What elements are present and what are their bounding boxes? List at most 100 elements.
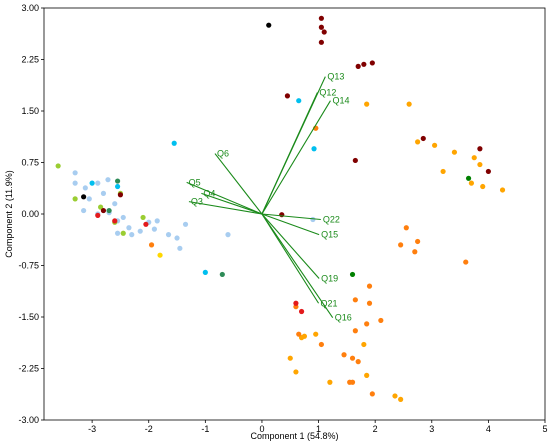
data-point (485, 168, 491, 175)
loading-label: Q13 (327, 72, 344, 82)
x-tick-label: 1 (316, 424, 321, 434)
data-point (55, 163, 61, 169)
data-point (321, 29, 327, 35)
data-point (137, 228, 143, 234)
data-point (412, 249, 418, 255)
data-point (378, 317, 384, 324)
data-point (352, 157, 358, 164)
data-point (352, 297, 358, 303)
data-point (100, 190, 107, 196)
data-point (355, 359, 361, 365)
data-point (499, 187, 506, 193)
data-point (440, 168, 446, 175)
data-point (293, 369, 299, 375)
data-point (82, 185, 88, 191)
data-point (415, 139, 421, 145)
x-tick-label: 3 (429, 424, 434, 434)
y-tick-label: 2.25 (21, 55, 39, 65)
data-point (471, 155, 477, 161)
loading-label: Q15 (321, 230, 338, 240)
loading-vector (201, 192, 263, 215)
data-point (117, 192, 124, 198)
data-point (95, 180, 101, 186)
data-point (349, 271, 356, 278)
loading-vector (261, 213, 320, 279)
data-point (366, 300, 373, 306)
y-axis-ticks: -3.00 -2.25 -1.50 -0.75 0.00 0.75 1.50 2.25 3.00 (18, 3, 44, 425)
data-point (296, 331, 302, 337)
data-point (361, 341, 367, 348)
data-point (120, 230, 126, 236)
data-point (298, 335, 305, 341)
scatter-points (55, 15, 506, 402)
data-point (327, 379, 333, 385)
data-point (72, 180, 78, 186)
data-point (355, 63, 361, 69)
x-tick-label: 4 (486, 424, 491, 434)
data-point (465, 175, 472, 181)
data-point (369, 391, 375, 397)
data-point (112, 201, 118, 207)
data-point (463, 259, 469, 265)
data-point (293, 300, 299, 306)
y-tick-label: 0.75 (21, 158, 39, 168)
data-point (105, 177, 111, 183)
x-axis-ticks: -3 -2 -1 0 1 2 3 4 5 (88, 420, 548, 434)
data-point (366, 283, 373, 289)
loading-label: Q19 (321, 274, 338, 284)
y-axis-title: Component 2 (11.9%) (4, 170, 14, 257)
data-point (298, 308, 305, 315)
data-point (364, 101, 370, 107)
loading-label: Q14 (332, 96, 349, 106)
loading-label: Q12 (319, 87, 336, 97)
data-point (432, 142, 438, 148)
loading-label: Q3 (191, 197, 203, 207)
x-tick-label: 2 (373, 424, 378, 434)
data-point (361, 61, 367, 67)
data-point (318, 39, 324, 45)
data-point (95, 212, 101, 218)
data-point (403, 225, 409, 231)
loading-vector (188, 201, 263, 215)
data-point (266, 22, 272, 28)
y-tick-label: 1.50 (21, 106, 39, 116)
loading-label: Q16 (335, 313, 352, 323)
data-point (287, 355, 293, 361)
data-point (151, 226, 157, 232)
x-tick-label: -1 (201, 424, 209, 434)
data-point (114, 183, 121, 190)
data-point (171, 140, 177, 146)
data-point (114, 178, 121, 184)
y-tick-label: -0.75 (18, 261, 39, 271)
data-point (311, 146, 317, 152)
data-point (468, 180, 475, 186)
loading-vector (261, 213, 320, 236)
data-point (129, 232, 135, 238)
data-point (106, 207, 112, 214)
data-point (364, 372, 370, 378)
loading-vector (186, 181, 263, 215)
x-tick-label: 0 (259, 424, 264, 434)
data-point (100, 207, 107, 214)
loading-label: Q4 (203, 188, 215, 198)
x-tick-label: 5 (542, 424, 547, 434)
data-point (392, 393, 398, 399)
data-point (477, 161, 483, 168)
data-point (112, 218, 118, 224)
y-tick-label: 3.00 (21, 3, 39, 13)
loading-label: Q5 (189, 177, 201, 187)
data-point (225, 232, 231, 238)
x-tick-label: -3 (88, 424, 96, 434)
data-point (398, 242, 404, 248)
loading-label: Q22 (323, 214, 340, 224)
data-point (480, 183, 486, 190)
data-point (114, 230, 121, 236)
loading-vector (261, 100, 331, 215)
loading-vector (261, 213, 334, 318)
data-point (154, 218, 160, 224)
loading-label: Q6 (217, 149, 229, 159)
loading-vector (261, 213, 321, 221)
data-point (89, 180, 95, 186)
loading-label: Q21 (321, 298, 338, 308)
